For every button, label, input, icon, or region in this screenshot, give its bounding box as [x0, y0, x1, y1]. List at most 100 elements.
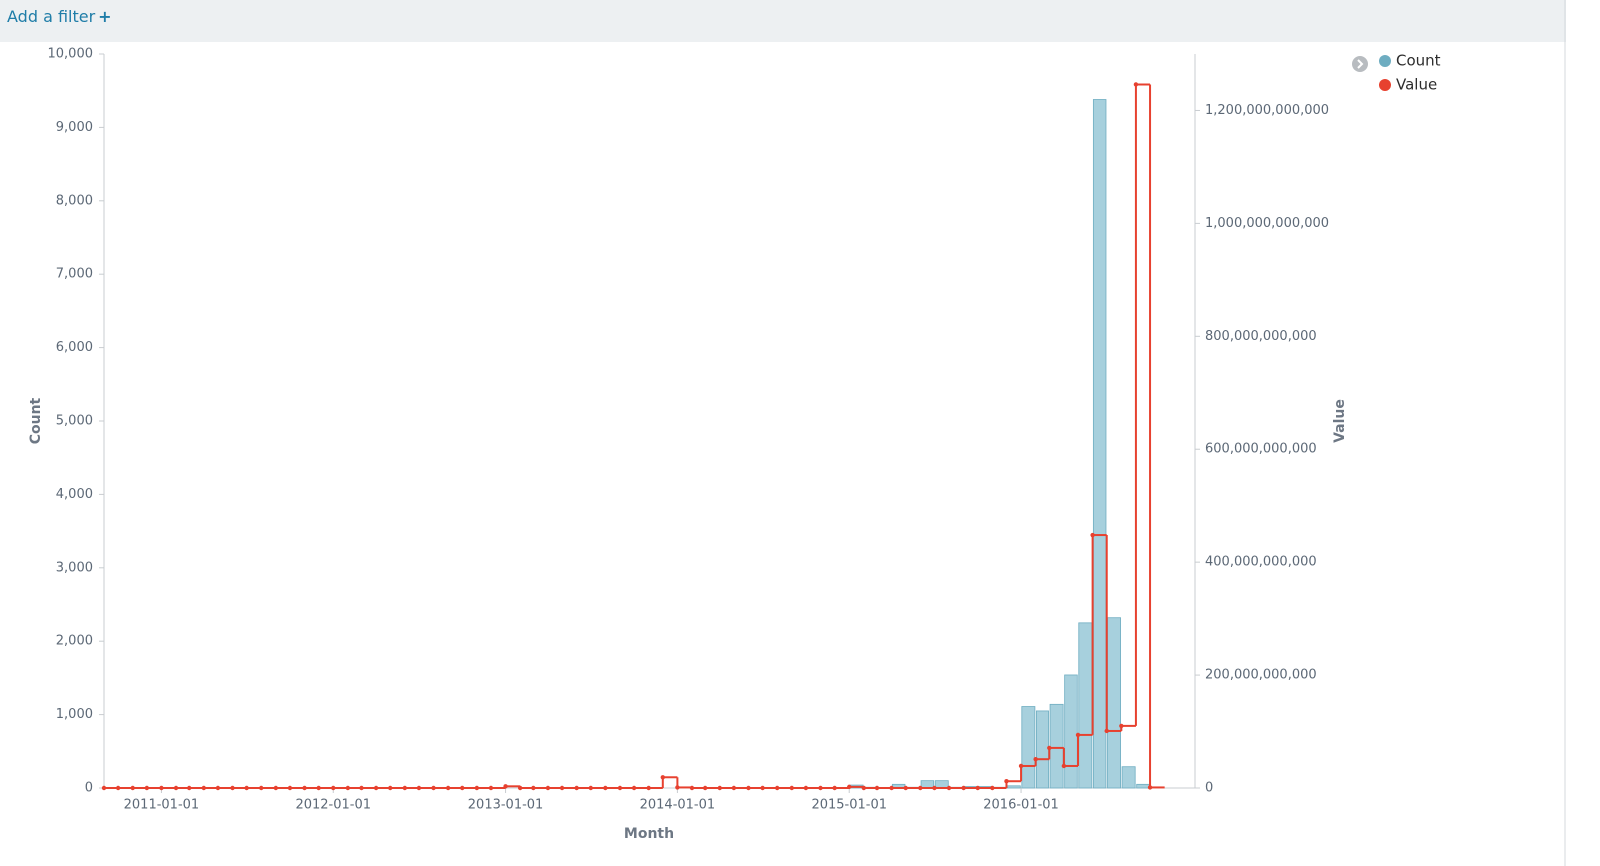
- point[interactable]: [115, 785, 121, 791]
- plus-icon[interactable]: +: [98, 7, 112, 26]
- y-tick-label: 8,000: [56, 193, 93, 208]
- point[interactable]: [230, 785, 235, 791]
- add-filter-button[interactable]: Add a filter +: [7, 7, 112, 26]
- point[interactable]: [273, 785, 279, 791]
- y-tick-label: 0: [85, 781, 93, 796]
- point[interactable]: [1090, 532, 1095, 538]
- legend-swatch[interactable]: [1379, 79, 1391, 91]
- point[interactable]: [889, 785, 894, 791]
- point[interactable]: [345, 785, 351, 791]
- point[interactable]: [903, 785, 908, 791]
- point[interactable]: [388, 785, 393, 791]
- point[interactable]: [1018, 763, 1024, 769]
- point[interactable]: [1004, 779, 1009, 784]
- point[interactable]: [731, 785, 737, 791]
- point[interactable]: [818, 785, 823, 791]
- point[interactable]: [646, 785, 651, 791]
- point[interactable]: [503, 784, 508, 789]
- point[interactable]: [445, 785, 451, 791]
- point[interactable]: [1033, 757, 1038, 762]
- point[interactable]: [173, 785, 179, 791]
- point[interactable]: [159, 785, 164, 791]
- point[interactable]: [559, 785, 565, 791]
- point[interactable]: [1147, 785, 1153, 790]
- point[interactable]: [631, 785, 637, 791]
- point[interactable]: [144, 785, 150, 791]
- point[interactable]: [603, 785, 608, 791]
- y-axis-title: Count: [28, 397, 44, 444]
- point[interactable]: [975, 785, 980, 791]
- bar: [1064, 674, 1078, 789]
- point[interactable]: [474, 785, 480, 791]
- point[interactable]: [803, 785, 809, 791]
- point[interactable]: [918, 785, 923, 791]
- point[interactable]: [961, 785, 966, 791]
- point[interactable]: [617, 785, 623, 791]
- legend-label[interactable]: Count: [1396, 52, 1441, 70]
- point[interactable]: [460, 785, 465, 791]
- y2-axis-title: Value: [1332, 399, 1348, 443]
- point[interactable]: [861, 785, 867, 791]
- y-tick-label: 1,000: [56, 707, 93, 722]
- point[interactable]: [488, 785, 494, 791]
- point[interactable]: [774, 785, 780, 791]
- point[interactable]: [187, 785, 192, 791]
- point[interactable]: [331, 785, 336, 791]
- point[interactable]: [201, 785, 207, 791]
- point[interactable]: [545, 785, 551, 791]
- point[interactable]: [675, 785, 680, 790]
- legend-label[interactable]: Value: [1396, 76, 1437, 94]
- point[interactable]: [588, 785, 593, 791]
- point[interactable]: [287, 785, 293, 791]
- point[interactable]: [302, 785, 307, 791]
- point[interactable]: [316, 785, 321, 791]
- point[interactable]: [574, 785, 579, 791]
- point[interactable]: [789, 785, 794, 791]
- point[interactable]: [717, 785, 722, 791]
- point[interactable]: [1075, 732, 1081, 738]
- point[interactable]: [373, 785, 379, 791]
- y2-tick-label: 600,000,000,000: [1205, 442, 1317, 457]
- point[interactable]: [101, 785, 107, 791]
- bar: [1121, 766, 1136, 789]
- point[interactable]: [874, 785, 880, 791]
- point[interactable]: [847, 784, 852, 790]
- bar: [1136, 783, 1150, 789]
- point[interactable]: [932, 785, 937, 791]
- point[interactable]: [531, 785, 536, 791]
- point[interactable]: [517, 785, 523, 791]
- point[interactable]: [990, 785, 995, 791]
- point[interactable]: [259, 785, 264, 791]
- legend-swatch[interactable]: [1379, 55, 1391, 67]
- point[interactable]: [1104, 728, 1109, 734]
- point[interactable]: [1047, 745, 1052, 751]
- point[interactable]: [244, 785, 249, 791]
- bar: [1035, 710, 1049, 789]
- point[interactable]: [1119, 723, 1124, 729]
- x-tick-label: 2013-01-01: [468, 798, 544, 813]
- point[interactable]: [702, 785, 708, 791]
- filter-bar: Add a filter +: [0, 0, 1566, 42]
- point[interactable]: [1061, 763, 1067, 769]
- point[interactable]: [215, 785, 221, 791]
- point[interactable]: [130, 785, 135, 791]
- point[interactable]: [832, 785, 837, 791]
- x-tick-label: 2016-01-01: [983, 798, 1059, 813]
- point[interactable]: [760, 785, 765, 791]
- point[interactable]: [416, 785, 422, 791]
- point[interactable]: [946, 785, 952, 791]
- y-tick-label: 3,000: [56, 560, 93, 575]
- legend-toggle-arrow[interactable]: [1357, 59, 1364, 69]
- point[interactable]: [746, 785, 751, 791]
- point[interactable]: [402, 785, 408, 791]
- y-tick-label: 2,000: [56, 634, 93, 649]
- add-filter-label[interactable]: Add a filter: [7, 7, 96, 26]
- point[interactable]: [660, 775, 666, 780]
- legend-toggle[interactable]: [1352, 56, 1368, 72]
- bar: [1078, 622, 1093, 789]
- point[interactable]: [431, 785, 436, 791]
- point[interactable]: [359, 785, 364, 791]
- point[interactable]: [1133, 82, 1139, 87]
- y2-tick-label: 800,000,000,000: [1205, 329, 1317, 344]
- point[interactable]: [689, 785, 695, 791]
